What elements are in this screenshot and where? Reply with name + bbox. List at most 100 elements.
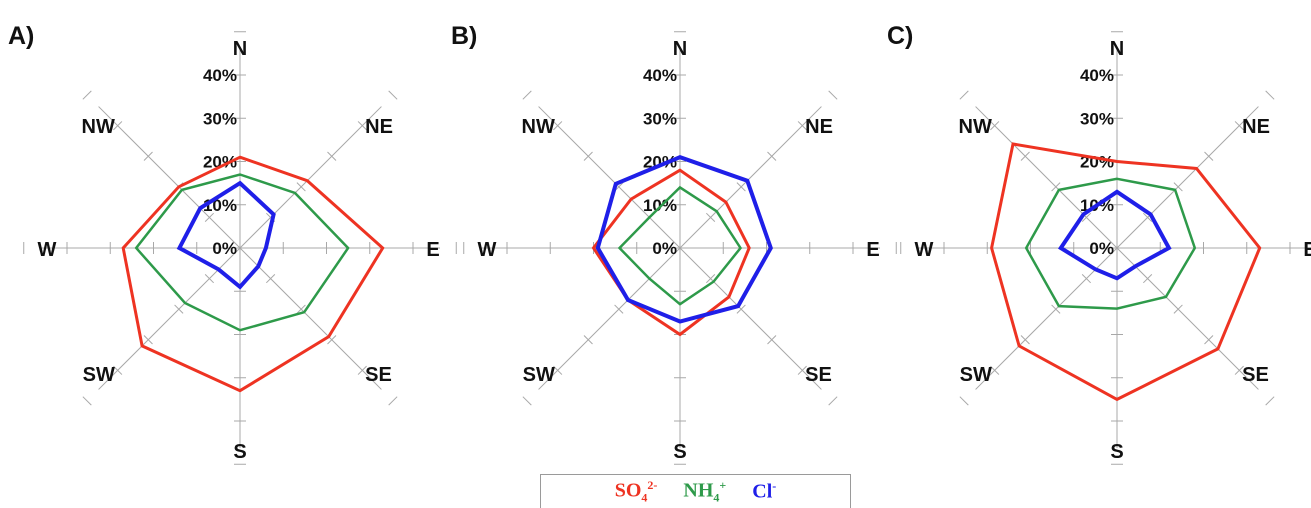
axis-line-sw (975, 247, 1118, 390)
axis-tick (327, 151, 337, 161)
direction-label-w: W (478, 239, 497, 261)
axis-tick (113, 365, 123, 375)
legend-so4-base: SO (614, 479, 642, 502)
direction-label-ne: NE (805, 116, 833, 138)
direction-label-e: E (866, 239, 879, 261)
axis-tick (797, 365, 807, 375)
axis-tick (174, 304, 184, 314)
axis-line-ne (239, 106, 382, 249)
axis-tick (1234, 121, 1244, 131)
tick-label: 20% (643, 153, 677, 172)
legend-entry-so4: SO42- (615, 478, 658, 506)
axis-line-nw (538, 106, 681, 249)
axis-line-sw (98, 247, 241, 390)
legend-entry-cl: Cl- (752, 479, 776, 504)
axis-tick (113, 121, 123, 131)
axis-line-se (1116, 247, 1259, 390)
axis-line-se (679, 247, 822, 390)
radar-chart-b: B) 0% 10% 20% 30% 40% N NE E SE S SW W NW (451, 22, 897, 465)
axis-tick (204, 273, 215, 284)
direction-label-n: N (233, 38, 247, 60)
direction-label-s: S (1110, 441, 1123, 463)
tick-label: 40% (203, 66, 237, 85)
axis-tick (265, 273, 276, 284)
axis-tick (1142, 273, 1153, 284)
direction-label-ne: NE (1242, 116, 1270, 138)
axis-tick (327, 335, 337, 345)
axis-tick (82, 90, 92, 100)
axis-tick (82, 396, 92, 406)
axis-tick (705, 212, 716, 223)
axis-tick (522, 90, 532, 100)
tick-label: 30% (203, 109, 237, 128)
axis-tick (959, 396, 969, 406)
direction-label-s: S (673, 441, 686, 463)
legend-nh4-sub: 4 (713, 490, 720, 505)
axis-tick (767, 151, 777, 161)
direction-label-se: SE (365, 364, 392, 386)
axis-tick (1142, 212, 1153, 223)
direction-label-nw: NW (522, 116, 555, 138)
legend-nh4-sup: + (719, 477, 727, 492)
axis-tick (583, 151, 593, 161)
legend-cl-base: Cl (752, 480, 773, 503)
direction-label-se: SE (805, 364, 832, 386)
direction-label-s: S (233, 441, 246, 463)
axis-line-sw (538, 247, 681, 390)
direction-label-w: W (38, 239, 57, 261)
axis-tick (553, 121, 563, 131)
axis-line-nw (975, 106, 1118, 249)
axis-tick (1265, 396, 1275, 406)
direction-label-se: SE (1242, 364, 1269, 386)
axis-tick (1081, 273, 1092, 284)
axis-tick (1020, 151, 1030, 161)
axis-tick (357, 121, 367, 131)
axis-tick (1051, 304, 1061, 314)
panel-label: A) (8, 22, 34, 50)
tick-label: 0% (1089, 239, 1114, 258)
axis-tick (357, 365, 367, 375)
tick-label: 30% (643, 109, 677, 128)
axis-tick (1081, 212, 1092, 223)
tick-label: 40% (643, 66, 677, 85)
axis-tick (1173, 182, 1183, 192)
axis-tick (204, 212, 215, 223)
axis-tick (828, 90, 838, 100)
direction-label-e: E (1303, 239, 1311, 261)
legend-nh4-base: NH (683, 479, 714, 502)
tick-label: 20% (203, 153, 237, 172)
direction-label-n: N (673, 38, 687, 60)
axis-tick (797, 121, 807, 131)
axis-tick (553, 365, 563, 375)
axis-line-ne (679, 106, 822, 249)
direction-label-e: E (426, 239, 439, 261)
axis-tick (1234, 365, 1244, 375)
axis-tick (143, 335, 153, 345)
axis-tick (388, 90, 398, 100)
axis-line-ne (1116, 106, 1259, 249)
legend-entry-nh4: NH4+ (683, 478, 726, 506)
direction-label-sw: SW (523, 364, 555, 386)
tick-label: 30% (1080, 109, 1114, 128)
axis-tick (143, 151, 153, 161)
direction-label-n: N (1110, 38, 1124, 60)
axis-line-se (239, 247, 382, 390)
tick-label: 0% (212, 239, 237, 258)
direction-label-nw: NW (959, 116, 992, 138)
axis-tick (614, 304, 624, 314)
axis-tick (296, 304, 306, 314)
direction-label-ne: NE (365, 116, 393, 138)
direction-label-w: W (915, 239, 934, 261)
panel-label: C) (887, 22, 913, 50)
axis-line-nw (98, 106, 241, 249)
axis-tick (296, 182, 306, 192)
axis-tick (736, 304, 746, 314)
legend-cl-sup: - (772, 479, 777, 494)
axis-tick (990, 121, 1000, 131)
axis-tick (959, 90, 969, 100)
legend: SO42- NH4+ Cl- (540, 474, 851, 508)
legend-so4-sub: 4 (641, 490, 648, 505)
axis-tick (1265, 90, 1275, 100)
